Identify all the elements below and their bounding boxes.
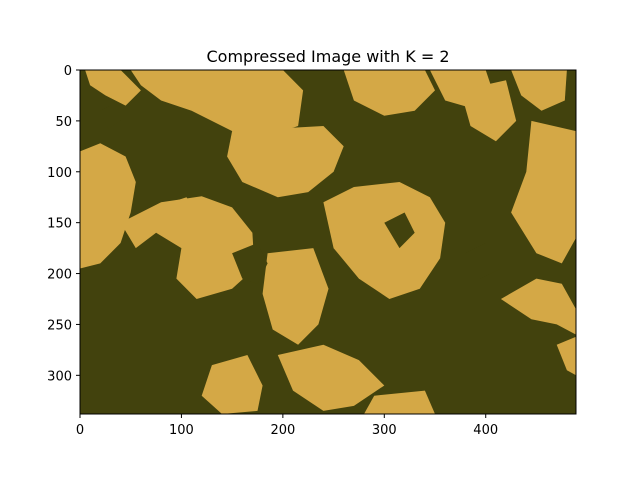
light-cluster-region (277, 344, 385, 411)
light-cluster-region (201, 355, 263, 414)
light-cluster-region (323, 182, 446, 299)
dark-cluster-region (384, 212, 415, 249)
light-cluster-region (364, 390, 435, 414)
x-tick-label: 0 (76, 423, 84, 438)
light-cluster-region (171, 197, 197, 233)
y-tick-label: 200 (47, 268, 72, 283)
y-tick-label: 0 (64, 64, 72, 79)
light-cluster-region (120, 196, 255, 299)
chart-title: Compressed Image with K = 2 (206, 47, 449, 66)
light-cluster-region (130, 70, 304, 142)
light-cluster-region (511, 70, 567, 111)
light-cluster-region (556, 336, 576, 376)
x-axis: 0 100 200 300 400 (76, 414, 498, 438)
x-tick-label: 200 (270, 423, 295, 438)
x-tick-label: 100 (169, 423, 194, 438)
light-cluster-region (262, 248, 329, 345)
light-cluster-region (227, 126, 344, 198)
y-tick-label: 250 (47, 318, 72, 333)
x-tick-label: 300 (372, 423, 397, 438)
dark-cluster-region (465, 243, 501, 279)
compressed-image (80, 70, 576, 414)
light-cluster-region (85, 70, 141, 106)
light-cluster-region (500, 278, 576, 335)
axes-frame (79, 69, 577, 415)
y-axis: 0 50 100 150 200 250 300 (47, 64, 80, 384)
y-tick-label: 50 (55, 115, 72, 130)
y-tick-label: 100 (47, 166, 72, 181)
light-cluster-region (460, 80, 517, 142)
dark-cluster-region (100, 105, 121, 129)
light-cluster-region (343, 70, 435, 116)
x-tick-label: 400 (473, 423, 498, 438)
light-cluster-region (511, 120, 576, 264)
dark-cluster-region (232, 243, 268, 284)
light-cluster-region (80, 143, 136, 269)
y-tick-label: 150 (47, 217, 72, 232)
y-tick-label: 300 (47, 369, 72, 384)
